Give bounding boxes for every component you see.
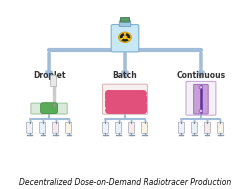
- FancyBboxPatch shape: [204, 122, 210, 133]
- FancyBboxPatch shape: [40, 103, 58, 114]
- Circle shape: [199, 86, 203, 89]
- Text: Droplet: Droplet: [33, 71, 65, 81]
- Wedge shape: [126, 33, 130, 38]
- FancyBboxPatch shape: [178, 122, 184, 133]
- FancyBboxPatch shape: [120, 18, 130, 22]
- FancyBboxPatch shape: [111, 25, 139, 52]
- FancyBboxPatch shape: [51, 75, 57, 87]
- Circle shape: [124, 36, 126, 39]
- FancyBboxPatch shape: [26, 122, 32, 133]
- Text: Decentralized Dose-on-Demand Radiotracer Production: Decentralized Dose-on-Demand Radiotracer…: [19, 178, 231, 187]
- FancyBboxPatch shape: [119, 21, 131, 27]
- FancyBboxPatch shape: [40, 122, 46, 133]
- Text: Continuous: Continuous: [176, 71, 226, 81]
- Circle shape: [199, 109, 203, 112]
- FancyBboxPatch shape: [186, 81, 216, 115]
- Circle shape: [118, 32, 132, 43]
- FancyBboxPatch shape: [116, 122, 121, 133]
- Wedge shape: [121, 39, 129, 42]
- FancyBboxPatch shape: [192, 122, 198, 133]
- FancyBboxPatch shape: [218, 122, 224, 133]
- FancyBboxPatch shape: [66, 122, 71, 133]
- FancyBboxPatch shape: [52, 122, 59, 133]
- FancyBboxPatch shape: [128, 122, 134, 133]
- FancyBboxPatch shape: [142, 122, 148, 133]
- FancyBboxPatch shape: [31, 103, 67, 114]
- FancyBboxPatch shape: [194, 84, 208, 114]
- FancyBboxPatch shape: [102, 84, 148, 114]
- Text: Batch: Batch: [112, 71, 138, 81]
- Wedge shape: [120, 33, 124, 38]
- FancyBboxPatch shape: [102, 122, 108, 133]
